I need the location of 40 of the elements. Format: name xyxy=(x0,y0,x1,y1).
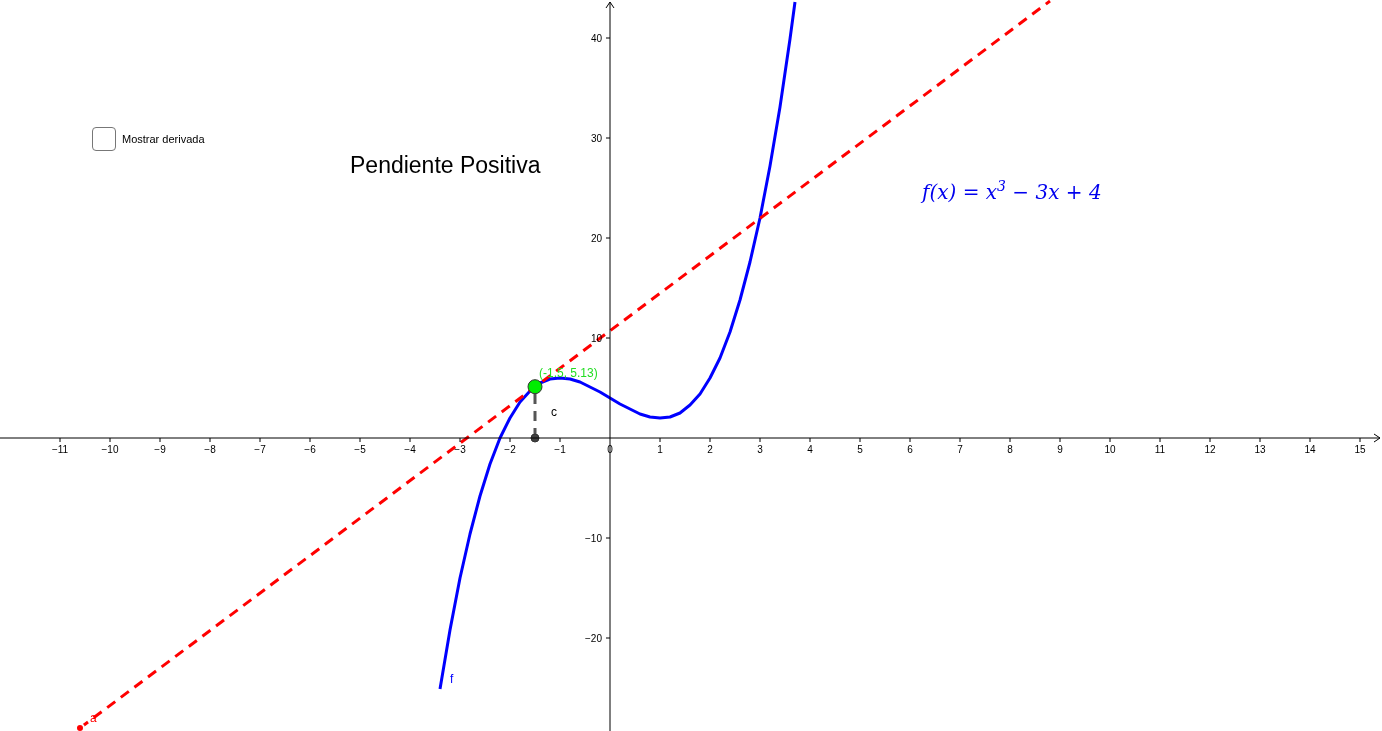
annotation: (-1.5, 5.13) xyxy=(539,365,598,380)
x-tick-label: −5 xyxy=(354,444,367,455)
annotation: f(x) = x$^{3}$ − 3x + 4 xyxy=(920,178,1102,204)
x-tick-label: −3 xyxy=(454,444,467,455)
y-tick-label: 40 xyxy=(590,33,603,44)
y-tick-label: 20 xyxy=(590,233,603,244)
y-tick-label: 30 xyxy=(590,133,603,144)
x-tick-label: 0 xyxy=(607,444,614,455)
x-tick-label: 6 xyxy=(907,444,914,455)
x-tick-label: 5 xyxy=(857,444,864,455)
x-tick-label: −9 xyxy=(154,444,167,455)
x-tick-label: 4 xyxy=(807,444,814,455)
x-tick-label: 3 xyxy=(757,444,764,455)
series-label: c xyxy=(551,405,557,420)
y-tick-label: −20 xyxy=(585,633,603,644)
x-tick-label: −8 xyxy=(204,444,217,455)
annotation: Mostrar derivada xyxy=(122,133,205,145)
point xyxy=(527,379,543,395)
x-tick-label: 9 xyxy=(1057,444,1064,455)
x-tick-label: 13 xyxy=(1254,444,1266,455)
y-tick-label: 10 xyxy=(590,333,603,344)
x-tick-label: 11 xyxy=(1154,444,1166,455)
x-tick-label: 10 xyxy=(1104,444,1116,455)
y-tick-label: −10 xyxy=(585,533,603,544)
x-tick-label: 2 xyxy=(707,444,714,455)
x-tick-label: −4 xyxy=(404,444,417,455)
x-tick-label: 14 xyxy=(1304,444,1316,455)
x-tick-label: −7 xyxy=(254,444,267,455)
x-tick-label: −6 xyxy=(304,444,317,455)
text: Pendiente Positiva xyxy=(350,152,541,179)
x-tick-label: 7 xyxy=(957,444,964,455)
x-tick-label: 1 xyxy=(657,444,664,455)
x-tick-label: −2 xyxy=(504,444,517,455)
x-tick-label: 15 xyxy=(1354,444,1366,455)
x-tick-label: −1 xyxy=(554,444,567,455)
x-tick-label: 8 xyxy=(1007,444,1014,455)
series-label: f xyxy=(450,672,454,686)
x-tick-label: −10 xyxy=(101,444,119,455)
x-tick-label: 12 xyxy=(1204,444,1216,455)
x-tick-label: −11 xyxy=(51,444,69,455)
